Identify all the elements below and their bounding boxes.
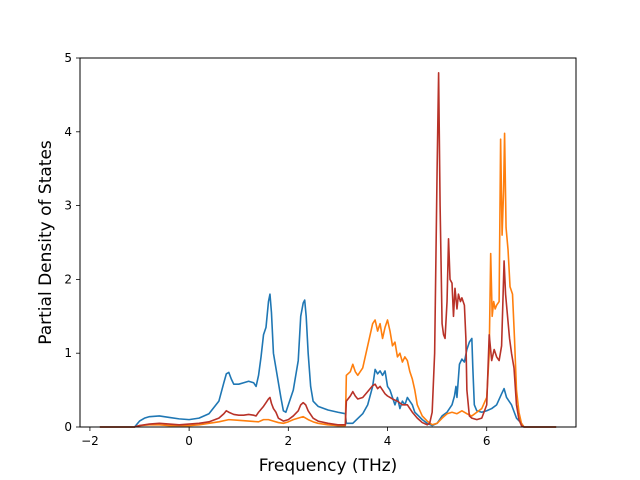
plot-frame bbox=[79, 57, 577, 428]
x-tick-label: 6 bbox=[483, 434, 491, 448]
x-tick-label: 4 bbox=[384, 434, 392, 448]
series-line-1 bbox=[99, 293, 557, 428]
x-axis-label: Frequency (THz) bbox=[259, 456, 398, 476]
y-tick-label: 3 bbox=[64, 199, 72, 213]
series-layer bbox=[99, 71, 557, 428]
x-tick-label: −2 bbox=[81, 434, 99, 448]
series-line-2 bbox=[99, 132, 557, 428]
y-tick-label: 1 bbox=[64, 346, 72, 360]
y-tick-label: 4 bbox=[64, 125, 72, 139]
x-tick-label: 0 bbox=[185, 434, 193, 448]
x-tick-label: 2 bbox=[284, 434, 292, 448]
x-axis: −2 0 2 4 6 bbox=[81, 427, 491, 448]
y-tick-label: 5 bbox=[64, 51, 72, 65]
y-tick-label: 0 bbox=[64, 420, 72, 434]
series-line-3 bbox=[99, 71, 557, 428]
y-axis: 0 1 2 3 4 5 bbox=[64, 51, 80, 434]
y-tick-label: 2 bbox=[64, 272, 72, 286]
y-axis-label: Partial Density of States bbox=[36, 140, 56, 345]
